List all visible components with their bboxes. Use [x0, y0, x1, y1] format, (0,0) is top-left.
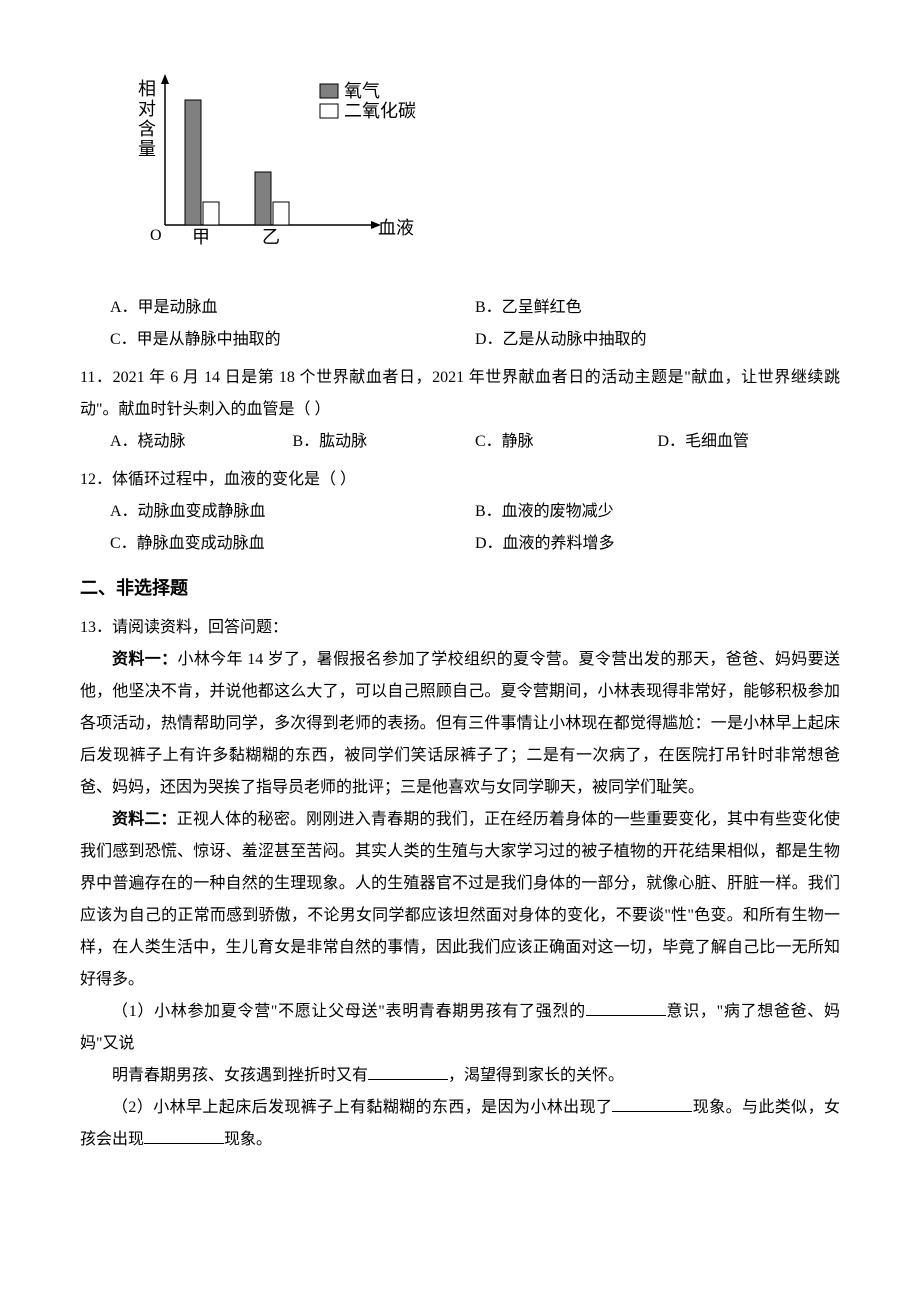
blank-2: [368, 1064, 448, 1080]
gas-content-chart: 相 对 含 量 O 甲 乙 血液 氧气 二氧化碳: [120, 60, 840, 272]
y-axis-char-2: 对: [138, 99, 156, 119]
q13-sub1-line1: （1）小林参加夏令营"不愿让父母送"表明青春期男孩有了强烈的意识，"病了想爸爸、…: [80, 996, 840, 1060]
bar-yi-oxygen: [255, 172, 271, 225]
category-jia-label: 甲: [192, 227, 210, 247]
material-2-label: 资料二：: [112, 811, 177, 828]
q11-options: A．桡动脉 B．肱动脉 C．静脉 D．毛细血管: [80, 426, 840, 458]
y-axis-char-3: 含: [138, 119, 156, 139]
material-1-text: 小林今年 14 岁了，暑假报名参加了学校组织的夏令营。夏令营出发的那天，爸爸、妈…: [80, 651, 840, 796]
origin-label: O: [150, 227, 162, 244]
category-yi-label: 乙: [262, 227, 280, 247]
material-1: 资料一：小林今年 14 岁了，暑假报名参加了学校组织的夏令营。夏令营出发的那天，…: [80, 644, 840, 804]
legend-label-co2: 二氧化碳: [344, 101, 416, 121]
q13-sub2a: （2）小林早上起床后发现裤子上有黏糊糊的东西，是因为小林出现了: [112, 1099, 612, 1116]
legend-label-oxygen: 氧气: [344, 81, 380, 101]
q10-option-c: C．甲是从静脉中抽取的: [110, 324, 475, 356]
y-axis-char-4: 量: [138, 139, 156, 159]
q13-stem: 13．请阅读资料，回答问题：: [80, 612, 840, 644]
q10-option-a: A．甲是动脉血: [110, 292, 475, 324]
q13-sub1a: （1）小林参加夏令营"不愿让父母送"表明青春期男孩有了强烈的: [112, 1003, 586, 1020]
material-2: 资料二：正视人体的秘密。刚刚进入青春期的我们，正在经历着身体的一些重要变化，其中…: [80, 804, 840, 996]
blank-4: [144, 1128, 224, 1144]
material-1-label: 资料一：: [112, 651, 177, 668]
q12-stem: 12．体循环过程中，血液的变化是（ ）: [80, 464, 840, 496]
q13-sub1c-post: ，渴望得到家长的关怀。: [448, 1067, 624, 1084]
q11-stem: 11．2021 年 6 月 14 日是第 18 个世界献血者日，2021 年世界…: [80, 362, 840, 426]
q11-option-d: D．毛细血管: [658, 426, 841, 458]
q11-option-a: A．桡动脉: [110, 426, 293, 458]
blank-3: [612, 1096, 692, 1112]
legend-swatch-co2: [320, 104, 338, 118]
q12-option-d: D．血液的养料增多: [475, 528, 840, 560]
q13-sub1-line2: 明青春期男孩、女孩遇到挫折时又有 ，渴望得到家长的关怀。: [80, 1060, 840, 1092]
q10-option-d: D．乙是从动脉中抽取的: [475, 324, 840, 356]
bar-yi-co2: [273, 202, 289, 225]
q12-option-a: A．动脉血变成静脉血: [110, 496, 475, 528]
x-axis-label: 血液: [378, 218, 414, 238]
bar-jia-oxygen: [185, 100, 201, 225]
q13-sub1c-pre: 明青春期男孩、女孩遇到挫折时又有: [112, 1067, 368, 1084]
q11-option-c: C．静脉: [475, 426, 658, 458]
q12-option-c: C．静脉血变成动脉血: [110, 528, 475, 560]
blank-1: [586, 1000, 666, 1016]
section-2-heading: 二、非选择题: [80, 570, 840, 606]
q11-option-b: B．肱动脉: [293, 426, 476, 458]
q12-options: A．动脉血变成静脉血 B．血液的废物减少 C．静脉血变成动脉血 D．血液的养料增…: [80, 496, 840, 560]
legend-swatch-oxygen: [320, 84, 338, 98]
material-2-text: 正视人体的秘密。刚刚进入青春期的我们，正在经历着身体的一些重要变化，其中有些变化…: [80, 811, 840, 988]
y-axis-char-1: 相: [138, 79, 156, 99]
q10-option-b: B．乙呈鲜红色: [475, 292, 840, 324]
bar-jia-co2: [203, 202, 219, 225]
q13-sub2c: 现象。: [224, 1131, 272, 1148]
q13-sub2-line1: （2）小林早上起床后发现裤子上有黏糊糊的东西，是因为小林出现了现象。与此类似，女…: [80, 1092, 840, 1156]
q12-option-b: B．血液的废物减少: [475, 496, 840, 528]
y-axis-arrow: [161, 74, 169, 84]
q10-options: A．甲是动脉血 B．乙呈鲜红色 C．甲是从静脉中抽取的 D．乙是从动脉中抽取的: [80, 292, 840, 356]
